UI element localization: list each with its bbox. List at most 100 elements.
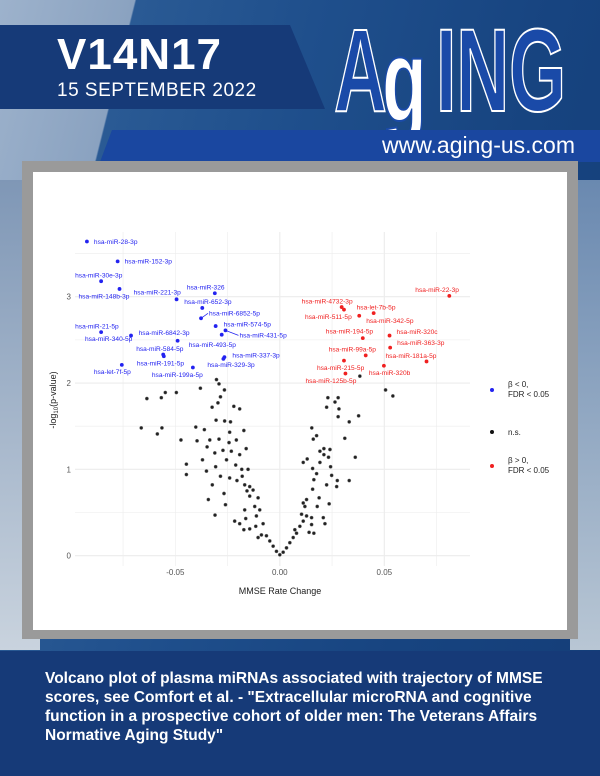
- positive-point: [343, 371, 348, 376]
- logo-ing: ING: [435, 5, 567, 137]
- ns-point: [342, 436, 347, 441]
- y-label-prefix: -log: [48, 414, 58, 429]
- ns-point: [251, 488, 255, 492]
- ns-point: [242, 482, 247, 487]
- ns-point: [309, 426, 314, 430]
- positive-point: [360, 336, 365, 341]
- ns-point: [254, 514, 259, 518]
- point-label: hsa-miR-194-5p: [326, 328, 374, 335]
- logo-a: A: [333, 5, 387, 137]
- figure-panel: [33, 172, 567, 630]
- caption-box: [0, 651, 600, 776]
- ns-point: [309, 522, 314, 527]
- ns-point: [245, 489, 249, 493]
- ns-point: [235, 478, 239, 483]
- issue-band: [0, 25, 325, 109]
- positive-point: [342, 358, 346, 363]
- ns-point: [241, 527, 246, 532]
- ns-point: [336, 414, 341, 419]
- ns-point: [216, 400, 220, 405]
- ns-point: [160, 426, 164, 430]
- point-label: hsa-miR-6842-3p: [139, 330, 190, 337]
- negative-point: [85, 239, 89, 244]
- point-label: hsa-miR-329-3p: [207, 362, 255, 369]
- point-label: hsa-miR-320b: [369, 370, 411, 377]
- ns-point: [357, 374, 362, 379]
- legend-label: FDR < 0.05: [508, 466, 550, 475]
- ns-point: [328, 464, 333, 469]
- ns-point: [243, 516, 248, 521]
- point-label: hsa-let-7b-5p: [357, 304, 396, 311]
- ns-point: [335, 478, 340, 483]
- ns-point: [291, 535, 296, 540]
- ns-point: [218, 474, 223, 479]
- point-label: hsa-miR-574-5p: [224, 321, 272, 328]
- ns-point: [294, 531, 299, 536]
- ns-point: [233, 463, 238, 467]
- ns-point: [337, 407, 341, 411]
- ns-point: [231, 404, 236, 409]
- y-label-suffix: (p-value): [48, 371, 58, 407]
- negative-point: [129, 333, 133, 338]
- ns-point: [347, 419, 352, 424]
- negative-point: [99, 330, 104, 335]
- ns-point: [322, 446, 326, 451]
- point-label: hsa-miR-199a-5p: [152, 372, 203, 379]
- point-label: hsa-miR-652-3p: [184, 299, 232, 306]
- point-label: hsa-miR-342-5p: [366, 318, 414, 325]
- ns-point: [239, 467, 244, 472]
- legend-marker: [490, 464, 494, 468]
- legend-label: β < 0,: [508, 380, 528, 389]
- ns-point: [315, 504, 320, 509]
- point-label: hsa-miR-493-5p: [189, 342, 237, 349]
- ns-point: [155, 432, 160, 436]
- ns-point: [356, 413, 361, 418]
- negative-point: [223, 328, 228, 333]
- ns-point: [144, 396, 149, 401]
- ns-point: [304, 497, 309, 502]
- y-tick-label: 0: [67, 552, 72, 561]
- point-label: hsa-miR-363-3p: [397, 340, 445, 347]
- ns-point: [264, 533, 269, 538]
- ns-point: [252, 504, 257, 509]
- ns-point: [271, 544, 276, 549]
- negative-point: [199, 316, 203, 321]
- ns-point: [237, 521, 242, 526]
- x-tick-label: 0.05: [377, 568, 393, 577]
- ns-point: [309, 515, 314, 520]
- ns-point: [227, 430, 232, 435]
- journal-url[interactable]: www.aging-us.com: [381, 132, 575, 158]
- ns-point: [261, 521, 265, 526]
- ns-point: [232, 519, 237, 524]
- ns-point: [267, 539, 272, 543]
- ns-point: [218, 394, 223, 399]
- ns-point: [311, 531, 316, 536]
- ns-point: [305, 457, 310, 461]
- ns-point: [301, 501, 306, 505]
- ns-point: [237, 407, 242, 411]
- negative-point: [219, 332, 224, 337]
- ns-point: [227, 440, 231, 445]
- positive-point: [357, 313, 362, 318]
- point-label: hsa-miR-511-5p: [305, 314, 352, 321]
- ns-point: [224, 457, 229, 462]
- ns-point: [204, 469, 209, 473]
- caption-text: Volcano plot of plasma miRNAs associated…: [45, 670, 543, 744]
- grid: [75, 232, 470, 566]
- point-label: hsa-miR-30e-3p: [75, 272, 123, 279]
- ns-points: [139, 374, 395, 557]
- negative-point: [213, 324, 218, 328]
- negative-point: [200, 306, 205, 310]
- legend-marker: [490, 388, 494, 392]
- ns-point: [334, 484, 339, 489]
- significant-points: hsa-miR-28-3p hsa-miR-152-3phsa-miR-30e-3…: [75, 239, 459, 385]
- point-label: hsa-miR-340-5p: [85, 336, 133, 343]
- ns-point: [301, 460, 306, 465]
- ns-point: [383, 388, 388, 392]
- ns-point: [246, 467, 250, 472]
- positive-point: [447, 293, 452, 298]
- point-label: hsa-miR-337-3p: [232, 352, 280, 359]
- ns-point: [221, 448, 225, 453]
- ns-point: [205, 444, 209, 449]
